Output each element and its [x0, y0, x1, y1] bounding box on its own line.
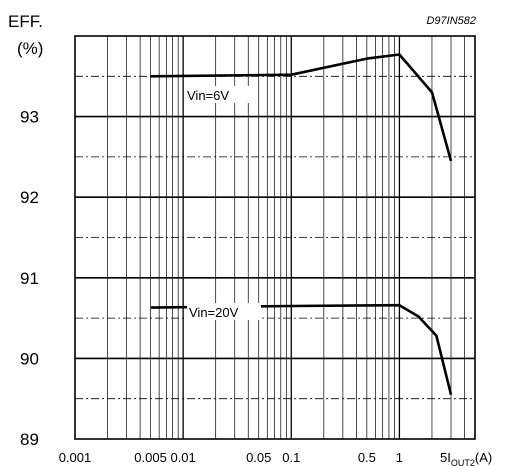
x-tick-label: 0.5 — [358, 450, 376, 465]
x-axis-label-subscript: OUT2 — [451, 458, 475, 466]
major-gridlines — [75, 115, 475, 360]
y-tick-labels: 89 90 91 92 93 — [20, 108, 39, 449]
y-tick-label: 89 — [20, 430, 39, 449]
y-axis-unit: (%) — [17, 39, 43, 58]
series-label: Vin=6V — [187, 88, 229, 103]
x-tick-labels: 0.001 0.005 0.01 0.05 0.1 0.5 1 — [59, 450, 403, 465]
y-tick-label: 90 — [20, 349, 39, 368]
x-axis-label: 5IOUT2(A) — [440, 450, 492, 466]
series-line — [150, 53, 453, 162]
x-tick-label: 0.1 — [282, 450, 300, 465]
x-tick-label: 0.005 — [134, 450, 167, 465]
x-axis-label-prefix: 5 — [440, 450, 447, 465]
x-axis-label-symbol: I — [447, 450, 451, 465]
series-line — [150, 303, 453, 396]
figure-code: D97IN582 — [426, 15, 476, 27]
dashed-gridlines — [75, 75, 475, 400]
x-tick-label: 0.01 — [170, 450, 195, 465]
x-tick-label: 1 — [396, 450, 403, 465]
x-tick-label: 0.05 — [246, 450, 271, 465]
y-tick-label: 91 — [20, 269, 39, 288]
x-tick-label: 0.001 — [59, 450, 92, 465]
plot-frame — [74, 35, 476, 440]
series-label-background — [185, 86, 251, 103]
y-tick-label: 92 — [20, 188, 39, 207]
y-axis-label: EFF. — [8, 12, 43, 31]
y-tick-label: 93 — [20, 108, 39, 127]
series-label: Vin=20V — [189, 305, 239, 320]
x-axis-label-unit: (A) — [475, 450, 492, 465]
series-label-background — [187, 303, 261, 320]
series-layer: Vin=6V Vin=20V — [150, 53, 453, 396]
